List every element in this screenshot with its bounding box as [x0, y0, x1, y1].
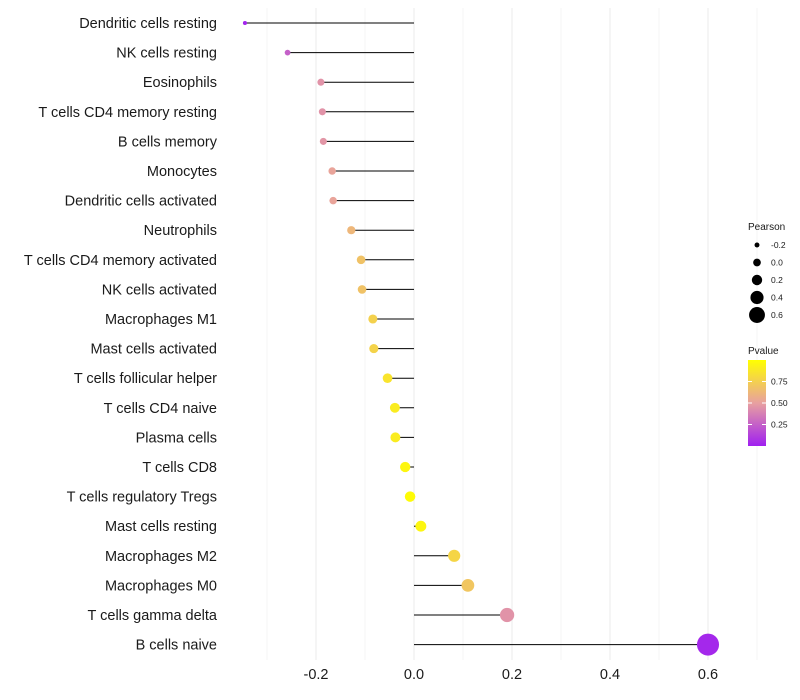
lollipop-point [319, 137, 327, 145]
legend-color-label: 0.50 [771, 398, 788, 408]
lollipop-point [390, 432, 401, 443]
lollipop-point [369, 344, 379, 354]
legend-color-label: 0.75 [771, 377, 788, 387]
lollipop-point [347, 226, 356, 235]
lollipop-point [400, 461, 411, 473]
lollipop-point [242, 20, 247, 26]
x-tick-label: -0.2 [304, 667, 329, 683]
legend-size-dot [753, 258, 761, 267]
legend-size-label: 0.0 [771, 258, 783, 268]
legend-size-dot [749, 307, 765, 323]
category-label: NK cells resting [116, 46, 217, 62]
legend: Pearson -0.2 0.0 0.2 0.4 0.6 Pvalue 0.75 0.50… [748, 222, 788, 446]
legend-size-label: 0.4 [771, 293, 783, 303]
category-label: B cells memory [118, 134, 218, 150]
x-tick-label: 0.0 [404, 667, 424, 683]
x-tick-label: 0.4 [600, 667, 620, 683]
category-label: B cells naive [136, 638, 217, 654]
lollipop-point [499, 607, 515, 623]
lollipop-point [317, 78, 325, 86]
category-label: Neutrophils [144, 223, 217, 239]
legend-size-dot [750, 290, 764, 305]
category-label: Monocytes [147, 164, 217, 180]
lollipop-point [368, 314, 378, 324]
lollipop-point [357, 285, 367, 294]
legend-pvalue-title: Pvalue [748, 346, 779, 357]
category-label: T cells regulatory Tregs [67, 490, 217, 506]
category-label: Macrophages M2 [105, 549, 217, 565]
lollipop-point [415, 520, 427, 532]
lollipop-point [284, 49, 291, 56]
lollipop-point [328, 167, 336, 175]
category-label: Dendritic cells activated [65, 194, 217, 210]
lollipop-point [448, 549, 461, 562]
legend-color-label: 0.25 [771, 420, 788, 430]
x-axis-ticks: -0.2 0.0 0.2 0.4 0.6 [304, 667, 719, 683]
legend-pvalue-keys: 0.75 0.50 0.25 [748, 377, 788, 430]
legend-size-label: 0.6 [771, 310, 783, 320]
category-label: Mast cells resting [105, 519, 217, 535]
legend-size-dot [754, 242, 760, 248]
lollipop-point [389, 402, 400, 413]
category-label: T cells CD8 [142, 460, 217, 476]
x-tick-label: 0.2 [502, 667, 522, 683]
legend-pvalue-colorbar [748, 360, 766, 446]
category-labels: Dendritic cells resting NK cells resting E… [24, 16, 218, 654]
category-label: T cells follicular helper [74, 371, 217, 387]
category-label: Macrophages M1 [105, 312, 217, 328]
stem-layer [244, 22, 708, 646]
lollipop-point [461, 579, 475, 592]
category-label: T cells gamma delta [88, 608, 218, 624]
x-tick-label: 0.6 [698, 667, 718, 683]
lollipop-point [356, 255, 366, 265]
point-layer [242, 20, 720, 656]
legend-pearson-keys: -0.2 0.0 0.2 0.4 0.6 [749, 240, 786, 323]
lollipop-point [318, 108, 326, 116]
grid-layer [266, 8, 758, 660]
legend-size-label: 0.2 [771, 275, 783, 285]
lollipop-point [404, 491, 416, 502]
category-label: Macrophages M0 [105, 578, 217, 594]
lollipop-point [382, 373, 393, 384]
category-label: T cells CD4 memory resting [38, 105, 217, 121]
category-label: T cells CD4 memory activated [24, 253, 217, 269]
legend-size-dot [751, 274, 763, 286]
category-label: Dendritic cells resting [79, 16, 217, 32]
category-label: Mast cells activated [90, 342, 217, 358]
lollipop-point [696, 633, 720, 656]
category-label: Plasma cells [136, 430, 217, 446]
category-label: Eosinophils [143, 75, 217, 91]
category-label: NK cells activated [102, 282, 217, 298]
category-label: T cells CD4 naive [104, 401, 217, 417]
lollipop-point [329, 196, 337, 205]
legend-pearson-title: Pearson [748, 222, 785, 233]
legend-size-label: -0.2 [771, 240, 786, 250]
